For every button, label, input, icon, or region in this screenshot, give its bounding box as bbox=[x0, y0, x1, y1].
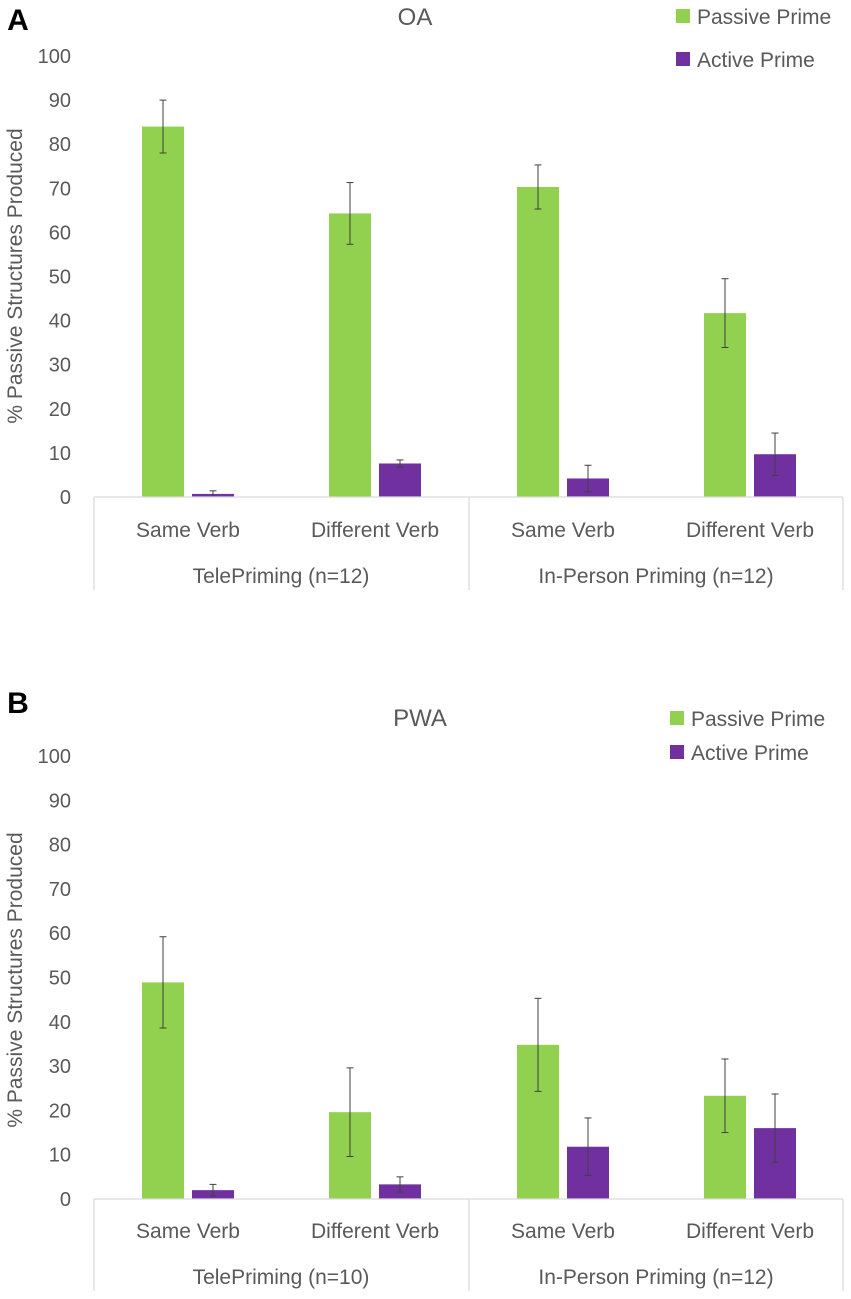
x-category-label: Different Verb bbox=[686, 519, 814, 542]
x-category-label: Same Verb bbox=[511, 519, 615, 542]
error-bar bbox=[721, 278, 729, 349]
y-tick-label: 100 bbox=[38, 746, 71, 768]
x-category-label: Different Verb bbox=[686, 1220, 814, 1243]
legend-swatch-passive bbox=[670, 711, 684, 725]
y-tick-label: 70 bbox=[49, 178, 71, 200]
y-tick-label: 100 bbox=[38, 46, 71, 68]
y-axis-label: % Passive Structures Produced bbox=[4, 832, 27, 1127]
y-tick-label: 50 bbox=[49, 267, 71, 289]
x-category-label: Same Verb bbox=[136, 519, 240, 542]
y-tick-label: 60 bbox=[49, 923, 71, 945]
error-bar bbox=[159, 936, 167, 1029]
legend-label: Active Prime bbox=[691, 742, 809, 765]
y-tick-label: 80 bbox=[49, 134, 71, 156]
x-axis bbox=[93, 1198, 844, 1291]
y-tick-label: 20 bbox=[49, 399, 71, 421]
error-bar bbox=[534, 997, 542, 1092]
legend-swatch-passive bbox=[676, 9, 690, 23]
y-tick-label: 80 bbox=[49, 835, 71, 857]
y-tick-label: 90 bbox=[49, 90, 71, 112]
error-bar bbox=[534, 164, 542, 210]
y-tick-label: 10 bbox=[49, 443, 71, 465]
legend-swatch-active bbox=[676, 52, 690, 66]
chart-panel-a: A OA % Passive Structures Produced 0 10 20 30 4… bbox=[4, 4, 844, 590]
panel-label: B bbox=[7, 687, 29, 720]
chart-title: OA bbox=[398, 4, 433, 31]
chart-panel-b: B PWA % Passive Structures Produced 0 10 20 30… bbox=[4, 687, 844, 1291]
y-tick-label: 30 bbox=[49, 355, 71, 377]
bar-passive bbox=[329, 213, 371, 497]
x-group-label: In-Person Priming (n=12) bbox=[538, 1266, 773, 1289]
legend-swatch-active bbox=[670, 745, 684, 759]
x-category-label: Different Verb bbox=[311, 519, 439, 542]
x-category-label: Same Verb bbox=[136, 1220, 240, 1243]
error-bar bbox=[771, 432, 779, 476]
legend-label: Active Prime bbox=[697, 49, 815, 72]
error-bar bbox=[209, 1183, 217, 1197]
error-bar bbox=[159, 99, 167, 154]
chart-title: PWA bbox=[393, 705, 447, 732]
y-tick-label: 30 bbox=[49, 1056, 71, 1078]
bar-passive bbox=[142, 126, 184, 497]
error-bar bbox=[584, 464, 592, 493]
y-tick-label: 10 bbox=[49, 1145, 71, 1167]
error-bar bbox=[346, 1067, 354, 1157]
error-bar bbox=[396, 1176, 404, 1193]
error-bar bbox=[721, 1058, 729, 1134]
x-group-label: TelePriming (n=12) bbox=[193, 565, 370, 588]
error-bar bbox=[396, 459, 404, 468]
panel-label: A bbox=[7, 4, 29, 37]
x-group-label: TelePriming (n=10) bbox=[193, 1266, 370, 1289]
error-bar bbox=[584, 1117, 592, 1177]
y-tick-label: 50 bbox=[49, 968, 71, 990]
y-tick-label: 20 bbox=[49, 1100, 71, 1122]
x-axis bbox=[93, 496, 844, 590]
y-axis-label: % Passive Structures Produced bbox=[4, 128, 27, 423]
error-bar bbox=[771, 1093, 779, 1163]
x-group-label: In-Person Priming (n=12) bbox=[538, 565, 773, 588]
x-category-label: Different Verb bbox=[311, 1220, 439, 1243]
y-tick-label: 0 bbox=[60, 1189, 71, 1211]
error-bar bbox=[346, 182, 354, 245]
bar-passive bbox=[517, 186, 559, 498]
legend-label: Passive Prime bbox=[691, 708, 825, 731]
bar-active bbox=[379, 463, 421, 497]
y-tick-label: 90 bbox=[49, 790, 71, 812]
y-tick-label: 60 bbox=[49, 222, 71, 244]
y-tick-label: 40 bbox=[49, 1012, 71, 1034]
legend-label: Passive Prime bbox=[697, 6, 831, 29]
y-tick-label: 70 bbox=[49, 879, 71, 901]
legend: Passive Prime Active Prime bbox=[670, 708, 825, 765]
x-category-label: Same Verb bbox=[511, 1220, 615, 1243]
y-tick-label: 40 bbox=[49, 311, 71, 333]
legend: Passive Prime Active Prime bbox=[676, 6, 831, 72]
y-tick-label: 0 bbox=[60, 487, 71, 509]
